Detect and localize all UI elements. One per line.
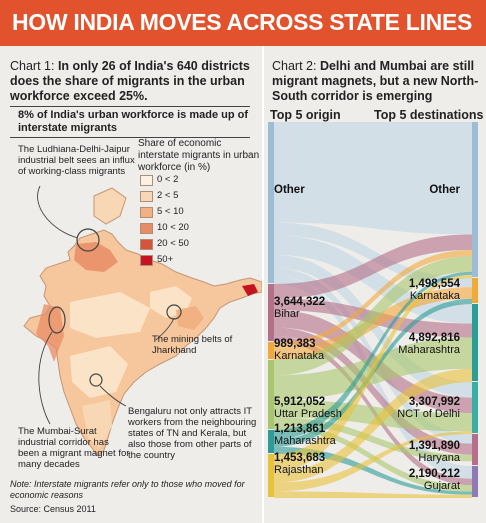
sankey-flow xyxy=(274,271,472,440)
chart1-panel: Chart 1: In only 26 of India's 640 distr… xyxy=(0,46,262,523)
legend-label: 5 < 10 xyxy=(157,206,184,217)
legend-swatch xyxy=(140,191,153,202)
sankey-flow xyxy=(274,122,472,235)
page-title: HOW INDIA MOVES ACROSS STATE LINES xyxy=(12,9,473,35)
sankey-flow xyxy=(274,222,472,288)
destination-label-karnataka: 1,498,554 Karnataka xyxy=(408,278,460,302)
mumbai-leader xyxy=(38,331,53,425)
kashmir xyxy=(93,187,127,225)
chart2-title: Chart 2: Delhi and Mumbai are still migr… xyxy=(272,59,479,103)
legend-swatch xyxy=(140,175,153,186)
deccan xyxy=(70,346,128,398)
sankey-diagram xyxy=(268,122,478,498)
destination-node-bar xyxy=(472,278,478,303)
source: Source: Census 2011 xyxy=(10,504,96,514)
destination-node-bar xyxy=(472,304,478,381)
jharkhand-belt xyxy=(176,306,204,330)
annotation-ludhiana: The Ludhiana-Delhi-Jaipur industrial bel… xyxy=(18,144,135,177)
origin-node-bar xyxy=(268,454,274,497)
bengaluru-circle xyxy=(89,373,103,387)
origin-label-maharashtra: 1,213,861 Maharashtra xyxy=(274,423,336,447)
india-outline xyxy=(23,229,262,457)
destination-node-bar xyxy=(472,122,478,277)
destination-node-bar xyxy=(472,466,478,497)
origin-node-bar xyxy=(268,284,274,341)
sankey-flow xyxy=(274,399,472,432)
sankey-flow xyxy=(274,249,472,348)
destination-label-maharashtra: 4,892,816 Maharashtra xyxy=(398,332,460,356)
destination-label-gujarat: 2,190,212 Gujarat xyxy=(408,468,460,492)
chart1-title: Chart 1: In only 26 of India's 640 distr… xyxy=(10,59,250,103)
destination-node-bar xyxy=(472,382,478,433)
central-band xyxy=(70,292,150,338)
legend-item: 20 < 50 xyxy=(140,238,240,250)
ludhiana-leader xyxy=(37,185,79,239)
bengaluru-leader xyxy=(99,385,127,407)
origin-node-bar xyxy=(268,122,274,283)
legend-label: 20 < 50 xyxy=(157,238,189,249)
legend-item: 2 < 5 xyxy=(140,190,240,202)
sankey-flow xyxy=(274,491,472,498)
legend-swatch xyxy=(140,223,153,234)
legend-label: 10 < 20 xyxy=(157,222,189,233)
sankey-flow xyxy=(274,274,472,472)
legend-item: 0 < 2 xyxy=(140,174,240,186)
chart1-subtitle: 8% of India's urban workforce is made up… xyxy=(10,106,250,138)
sankey-flow xyxy=(274,256,472,376)
legend-swatch xyxy=(140,207,153,218)
origin-header: Top 5 origin xyxy=(270,108,341,122)
legend-item: 10 < 20 xyxy=(140,222,240,234)
sankey-flow xyxy=(274,417,472,462)
sankey-flow xyxy=(274,368,472,483)
legend-title: Share of economic interstate migrants in… xyxy=(138,138,260,173)
origin-label-bihar: 3,644,322 Bihar xyxy=(274,296,326,320)
legend-swatch xyxy=(140,255,153,266)
legend-label: 0 < 2 xyxy=(157,174,179,185)
sankey-flow xyxy=(274,327,472,455)
origin-node-bar xyxy=(268,430,274,453)
origin-label-other: Other xyxy=(274,184,305,196)
chart2-panel: Chart 2: Delhi and Mumbai are still migr… xyxy=(264,46,486,523)
origin-label-rajasthan: 1,453,683 Rajasthan xyxy=(274,452,326,476)
map-shapes xyxy=(23,185,262,457)
destination-header: Top 5 destinations xyxy=(374,108,484,122)
legend-label: 2 < 5 xyxy=(157,190,179,201)
sankey-flow xyxy=(274,446,472,495)
destination-label-haryana: 1,391,890 Haryana xyxy=(408,440,460,464)
legend-label: 50+ xyxy=(157,254,174,265)
destination-label-delhi: 3,307,992 NCT of Delhi xyxy=(397,396,460,420)
annotation-mumbai: The Mumbai-Surat industrial corridor has… xyxy=(18,426,130,470)
note: Note: Interstate migrants refer only to … xyxy=(10,479,245,500)
mumbai-circle xyxy=(48,306,66,334)
annotation-bengaluru: Bengaluru not only attracts IT workers f… xyxy=(128,406,257,461)
south-tip xyxy=(82,400,112,448)
sankey-flow xyxy=(274,234,472,299)
legend-item: 5 < 10 xyxy=(140,206,240,218)
ludhiana-circle xyxy=(76,228,100,252)
west-corridor xyxy=(36,304,64,362)
panel-divider xyxy=(262,46,264,523)
destination-label-other: Other xyxy=(429,184,460,196)
legend-swatch xyxy=(140,239,153,250)
origin-node-bar xyxy=(268,360,274,429)
header-banner: HOW INDIA MOVES ACROSS STATE LINES xyxy=(0,0,486,46)
sankey-flow xyxy=(274,431,472,492)
india-map xyxy=(23,185,262,457)
jharkhand-leader xyxy=(155,317,175,341)
origin-label-karnataka: 989,383 Karnataka xyxy=(274,338,325,362)
origin-node-bar xyxy=(268,342,274,359)
northeast-hotspot xyxy=(242,284,258,296)
north-belt xyxy=(74,242,118,272)
annotation-jharkhand: The mining belts of Jharkhand xyxy=(152,334,233,356)
destination-node-bar xyxy=(472,434,478,465)
legend-item: 50+ xyxy=(140,254,240,266)
origin-label-uttar-pradesh: 5,912,052 Uttar Pradesh xyxy=(274,396,342,420)
